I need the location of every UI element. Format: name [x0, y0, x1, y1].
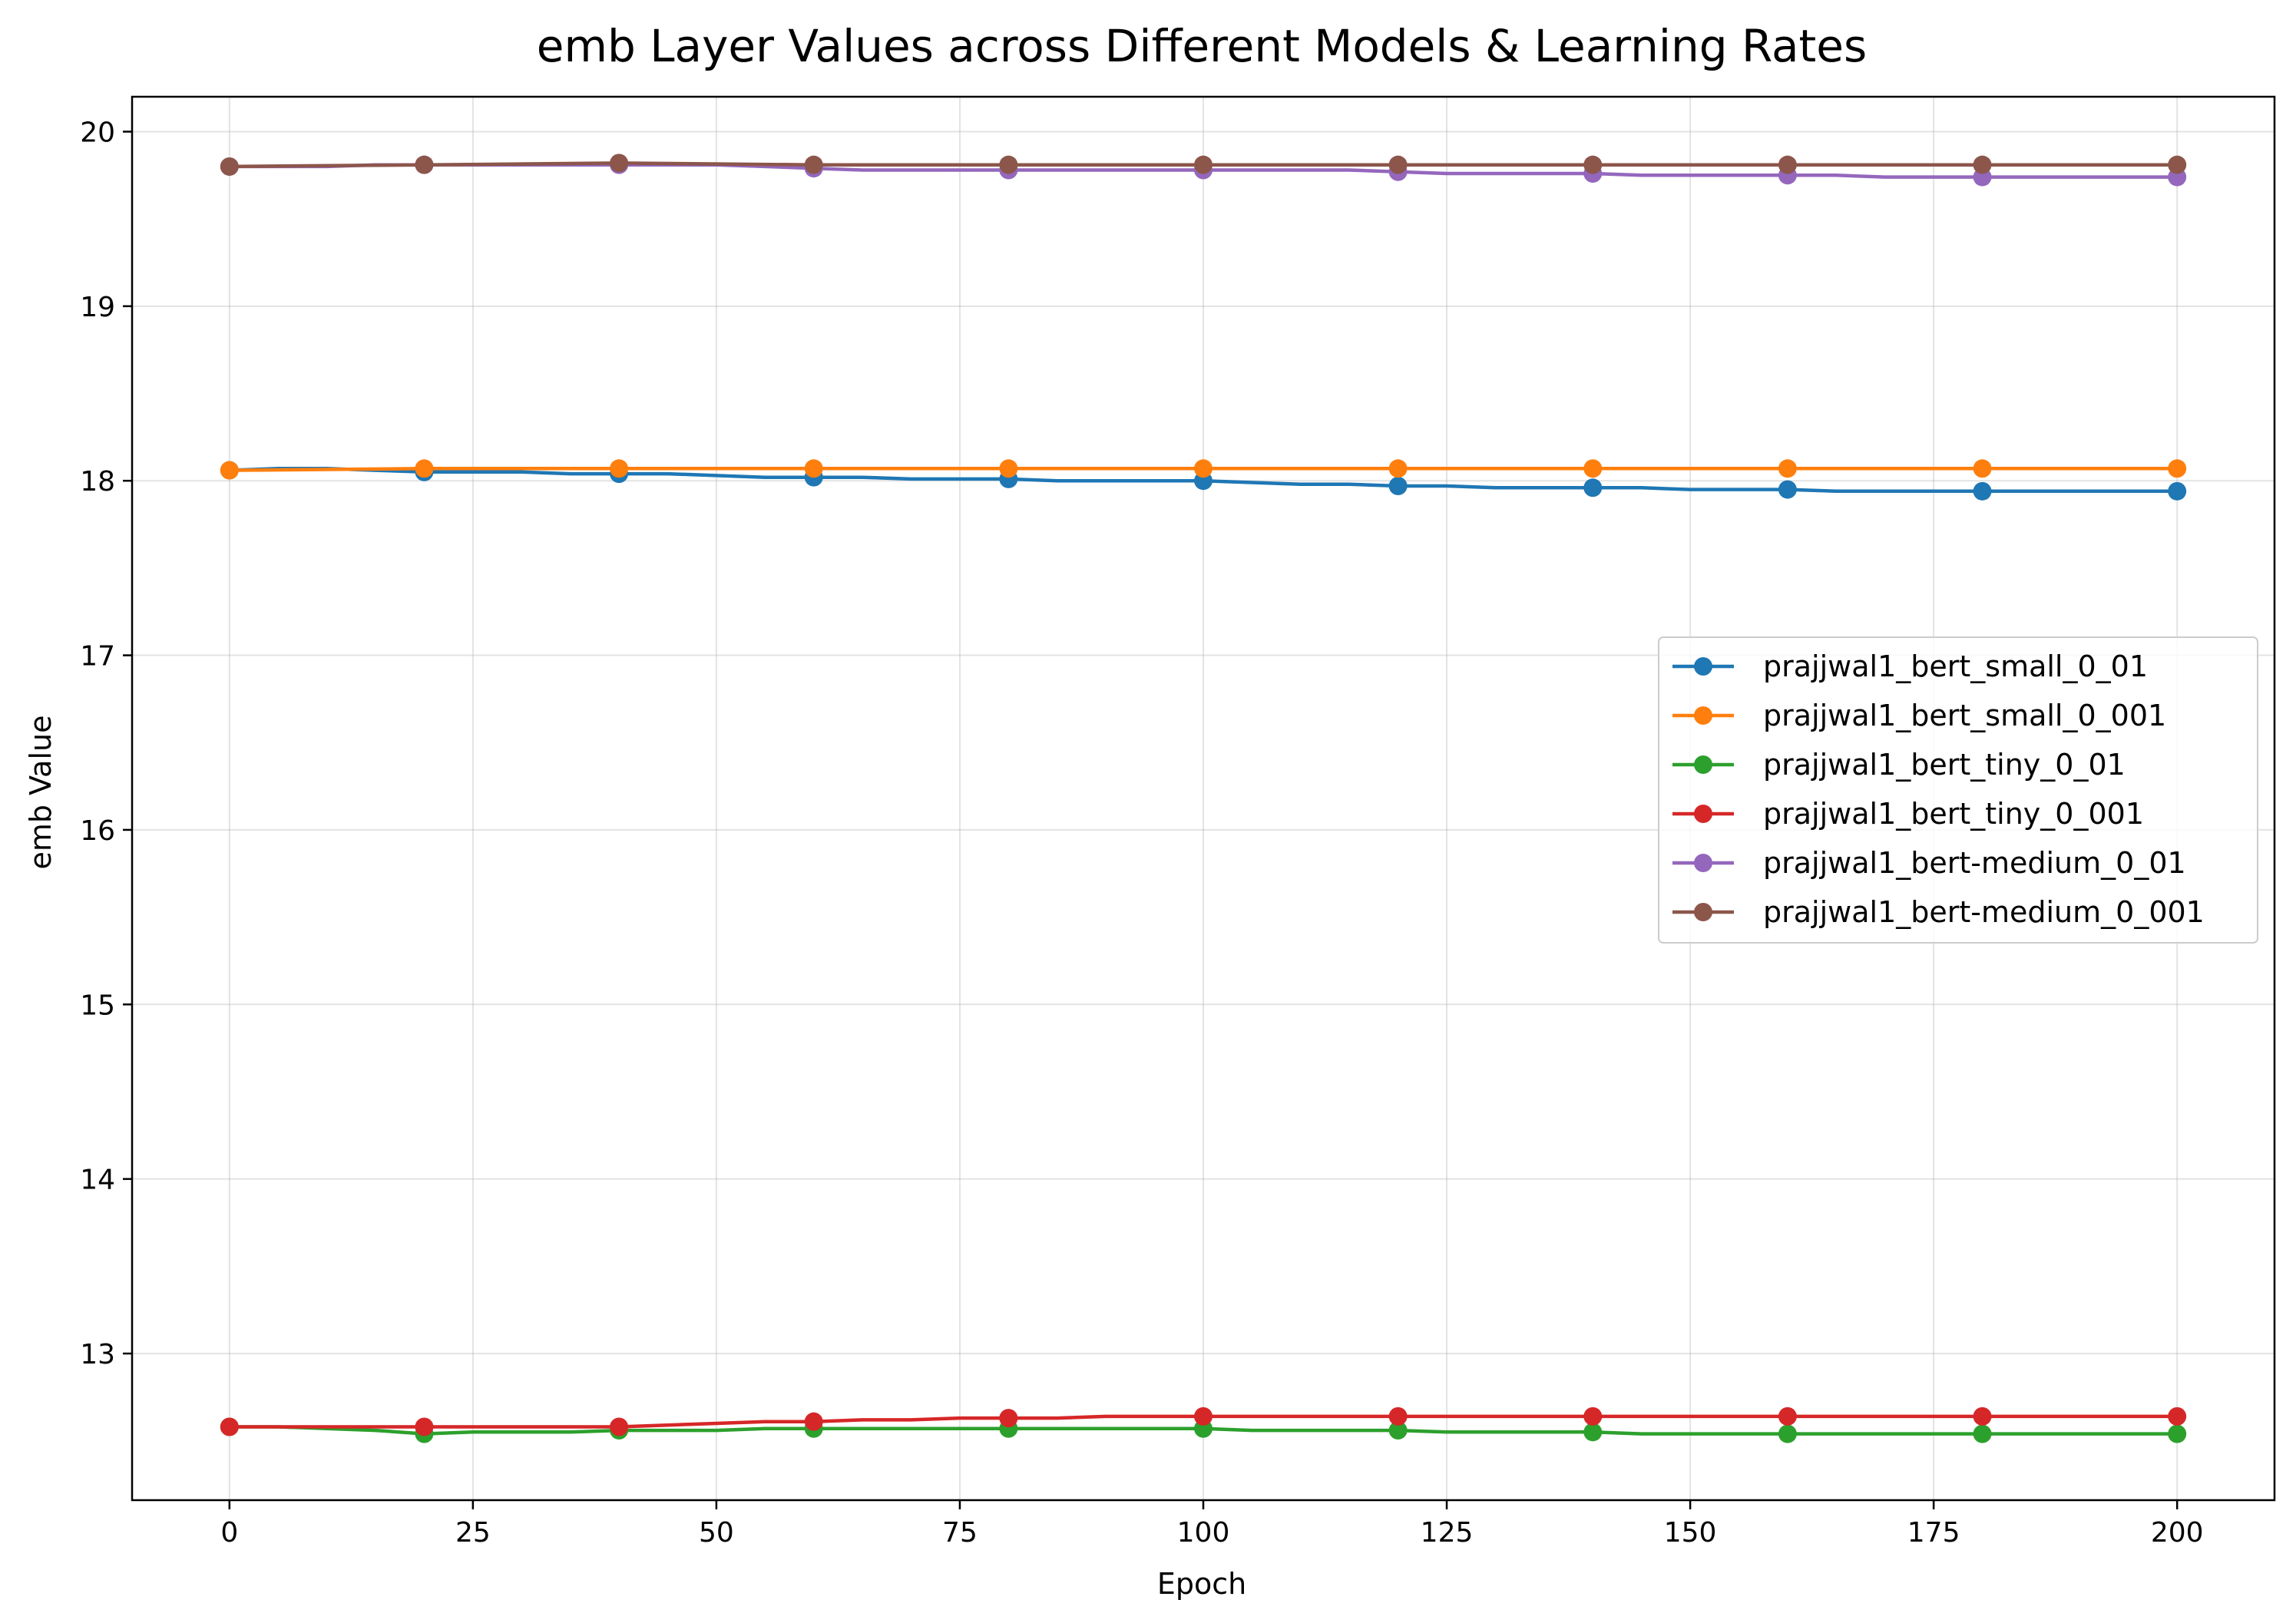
data-point	[220, 1417, 239, 1436]
legend-item: prajjwal1_bert_small_0_01	[1672, 650, 2148, 683]
legend-marker	[1694, 755, 1712, 774]
data-point	[1973, 459, 1992, 478]
series-layer	[220, 154, 2187, 1443]
y-axis-ticks: 13 14 15 16 17 18 19 20	[80, 117, 132, 1370]
data-point	[1973, 1424, 1992, 1443]
x-tick-label: 150	[1664, 1517, 1717, 1549]
legend-marker	[1694, 805, 1712, 823]
data-point	[1973, 155, 1992, 174]
data-point	[1388, 477, 1408, 496]
data-point	[1583, 459, 1603, 478]
data-point	[999, 1409, 1018, 1428]
x-tick-label: 175	[1907, 1517, 1960, 1549]
x-tick-label: 50	[699, 1517, 734, 1549]
legend-item: prajjwal1_bert-medium_0_001	[1672, 895, 2205, 929]
x-tick-label: 75	[942, 1517, 978, 1549]
data-point	[2168, 459, 2187, 478]
legend-label: prajjwal1_bert_tiny_0_01	[1763, 748, 2126, 782]
legend-marker	[1694, 854, 1712, 872]
x-axis-label: Epoch	[1157, 1567, 1246, 1601]
data-point	[1388, 155, 1408, 174]
y-tick-label: 15	[80, 990, 115, 1021]
data-point	[1194, 1406, 1213, 1426]
data-point	[1583, 1406, 1603, 1426]
legend-marker	[1694, 706, 1712, 725]
data-point	[1194, 155, 1213, 174]
legend-marker	[1694, 657, 1712, 676]
data-point	[415, 1417, 434, 1436]
legend-label: prajjwal1_bert_small_0_01	[1763, 650, 2148, 683]
x-tick-label: 100	[1177, 1517, 1230, 1549]
data-point	[2168, 1424, 2187, 1443]
chart-title: emb Layer Values across Different Models…	[537, 20, 1867, 72]
legend-item: prajjwal1_bert_tiny_0_01	[1672, 748, 2126, 782]
data-point	[2168, 481, 2187, 501]
series-4	[220, 1406, 2187, 1436]
legend-label: prajjwal1_bert-medium_0_001	[1763, 895, 2205, 929]
x-tick-label: 0	[220, 1517, 238, 1549]
legend-box	[1658, 636, 2258, 944]
legend-item: prajjwal1_bert-medium_0_01	[1672, 846, 2186, 880]
y-tick-label: 14	[80, 1165, 115, 1196]
legend-marker	[1694, 903, 1712, 921]
y-tick-label: 16	[80, 815, 115, 847]
data-point	[610, 154, 629, 173]
legend-item: prajjwal1_bert_small_0_001	[1672, 699, 2166, 732]
y-axis-label: emb Value	[24, 716, 58, 870]
y-tick-label: 18	[80, 466, 115, 497]
data-point	[1778, 155, 1797, 174]
legend-item: prajjwal1_bert_tiny_0_001	[1672, 797, 2144, 831]
data-point	[1388, 1421, 1408, 1440]
legend-label: prajjwal1_bert-medium_0_01	[1763, 846, 2186, 880]
legend: prajjwal1_bert_small_0_01 prajjwal1_bert_…	[1658, 636, 2258, 944]
data-point	[999, 155, 1018, 174]
series-6	[220, 154, 2187, 176]
data-point	[1973, 1406, 1992, 1426]
data-point	[610, 1417, 629, 1436]
data-point	[415, 459, 434, 478]
data-point	[804, 1412, 823, 1431]
y-tick-label: 17	[80, 641, 115, 673]
data-point	[1388, 459, 1408, 478]
data-point	[220, 157, 239, 176]
data-point	[2168, 155, 2187, 174]
y-tick-label: 13	[80, 1339, 115, 1370]
data-point	[1583, 478, 1603, 497]
data-point	[804, 459, 823, 478]
data-point	[1778, 1406, 1797, 1426]
data-point	[2168, 1406, 2187, 1426]
x-tick-label: 200	[2151, 1517, 2204, 1549]
data-point	[220, 461, 239, 480]
data-point	[1388, 1406, 1408, 1426]
x-tick-label: 25	[455, 1517, 491, 1549]
data-point	[1778, 459, 1797, 478]
x-tick-label: 125	[1421, 1517, 1474, 1549]
x-axis-ticks: 0 25 50 75 100 125 150 175 200	[220, 1500, 2204, 1549]
y-tick-label: 19	[80, 292, 115, 323]
data-point	[1583, 1423, 1603, 1442]
data-point	[1778, 480, 1797, 499]
data-point	[415, 155, 434, 174]
data-point	[1973, 481, 1992, 501]
series-2	[220, 459, 2187, 480]
data-point	[1583, 155, 1603, 174]
legend-label: prajjwal1_bert_tiny_0_001	[1763, 797, 2144, 831]
data-point	[804, 155, 823, 174]
data-point	[1778, 1424, 1797, 1443]
data-point	[1194, 459, 1213, 478]
y-tick-label: 20	[80, 117, 115, 148]
data-point	[999, 459, 1018, 478]
legend-label: prajjwal1_bert_small_0_001	[1763, 699, 2166, 732]
data-point	[610, 459, 629, 478]
